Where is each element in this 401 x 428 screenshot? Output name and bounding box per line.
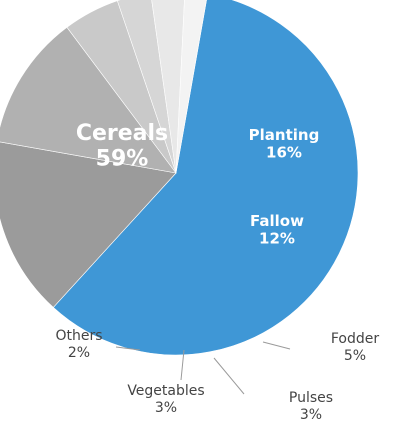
pie-slice-cereals — [52, 0, 359, 356]
slice-value-fodder: 5% — [344, 348, 366, 364]
leader-line-pulses — [213, 357, 245, 395]
leader-line-vegetables — [180, 349, 185, 381]
slice-value-fallow: 12% — [259, 229, 295, 247]
slice-label-fodder: Fodder — [331, 331, 380, 347]
pie-slice-vegetables — [151, 0, 185, 174]
slice-label-planting: Planting — [249, 126, 320, 144]
slice-value-vegetables: 3% — [155, 400, 177, 416]
leader-line-others — [115, 346, 141, 351]
slice-value-others: 2% — [68, 345, 90, 361]
slice-value-planting: 16% — [266, 143, 302, 161]
pie-slice-planting — [0, 141, 177, 308]
slice-value-pulses: 3% — [300, 407, 322, 423]
slice-value-cereals: 59% — [96, 146, 149, 171]
pie-slice-pulses — [116, 0, 177, 174]
pie-slice-others — [175, 0, 207, 174]
pie-slice-fallow — [0, 26, 177, 174]
slice-label-others: Others — [55, 328, 102, 344]
leader-line-fodder — [262, 341, 291, 350]
slice-label-fallow: Fallow — [250, 212, 304, 230]
slice-label-pulses: Pulses — [289, 390, 333, 406]
slice-label-cereals: Cereals — [76, 121, 168, 146]
slice-label-vegetables: Vegetables — [127, 383, 204, 399]
